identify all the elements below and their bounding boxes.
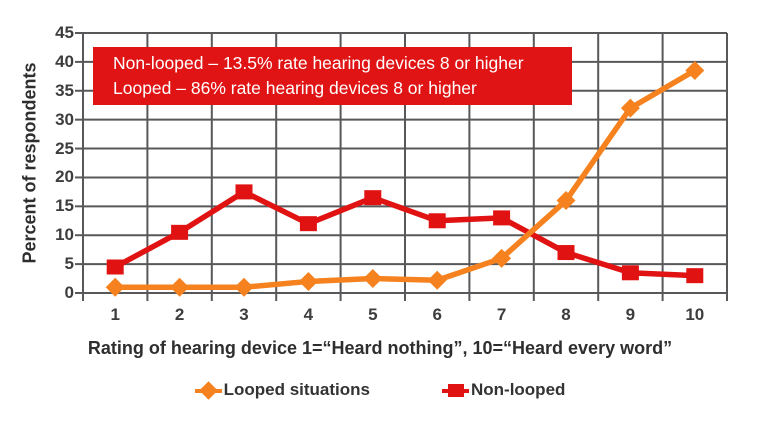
y-tick-label: 5 [64, 254, 74, 274]
looped-situations-marker [427, 270, 447, 290]
non-looped-series-line [112, 189, 698, 279]
x-tick-label: 2 [174, 305, 185, 324]
non-looped-marker [106, 259, 124, 275]
looped-situations-marker [556, 191, 576, 211]
looped-situations-series-line [112, 67, 698, 290]
x-axis-title: Rating of hearing device 1=“Heard nothin… [87, 338, 673, 358]
legend-label-non-looped: Non-looped [470, 380, 566, 399]
non-looped-marker [299, 216, 317, 232]
x-tick-label: 9 [625, 305, 636, 324]
y-tick-label: 15 [55, 196, 74, 216]
x-tick-label: 3 [239, 305, 249, 324]
annotation-box: Non-looped – 13.5% rate hearing devices … [93, 47, 572, 105]
non-looped-marker [428, 213, 446, 229]
non-looped-marker [235, 184, 253, 200]
looped-situations-marker [298, 271, 318, 291]
non-looped-marker [621, 265, 639, 281]
y-tick-label: 35 [55, 80, 74, 100]
legend-label-looped: Looped situations [223, 380, 370, 399]
non-looped-marker [557, 245, 575, 261]
non-looped-square-icon [441, 381, 469, 400]
non-looped-marker [493, 210, 511, 226]
looped-situations-marker [363, 269, 383, 289]
looped-situations-marker [620, 98, 640, 118]
non-looped-marker [364, 190, 382, 206]
y-tick-label: 25 [55, 138, 74, 158]
looped-situations-marker [685, 61, 705, 81]
annotation-line-nonlooped: Non-looped – 13.5% rate hearing devices … [113, 53, 524, 73]
looped-situations-marker [234, 277, 254, 297]
x-tick-label: 5 [368, 305, 378, 324]
legend: Looped situations Non-looped [0, 380, 760, 400]
annotation-line-looped: Looped – 86% rate hearing devices 8 or h… [113, 78, 477, 98]
y-tick-label: 0 [64, 283, 74, 302]
x-tick-label: 6 [432, 305, 442, 324]
y-tick-label: 10 [55, 225, 74, 245]
looped-diamond-icon [194, 380, 222, 400]
y-tick-label: 30 [55, 109, 74, 129]
looped-situations-marker [170, 277, 190, 297]
legend-item-looped: Looped situations [194, 380, 370, 400]
non-looped-marker [686, 268, 704, 284]
looped-situations-marker [492, 248, 512, 268]
x-tick-label: 8 [561, 305, 571, 324]
y-tick-label: 40 [55, 51, 74, 71]
x-tick-label: 10 [685, 305, 705, 324]
y-tick-label: 45 [55, 23, 74, 42]
looped-situations-marker [105, 277, 125, 297]
legend-item-non-looped: Non-looped [441, 380, 566, 400]
non-looped-marker [171, 224, 189, 240]
x-tick-label: 7 [496, 305, 507, 324]
x-tick-label: 4 [303, 305, 314, 324]
x-tick-label: 1 [110, 305, 120, 324]
y-tick-label: 20 [55, 167, 74, 187]
